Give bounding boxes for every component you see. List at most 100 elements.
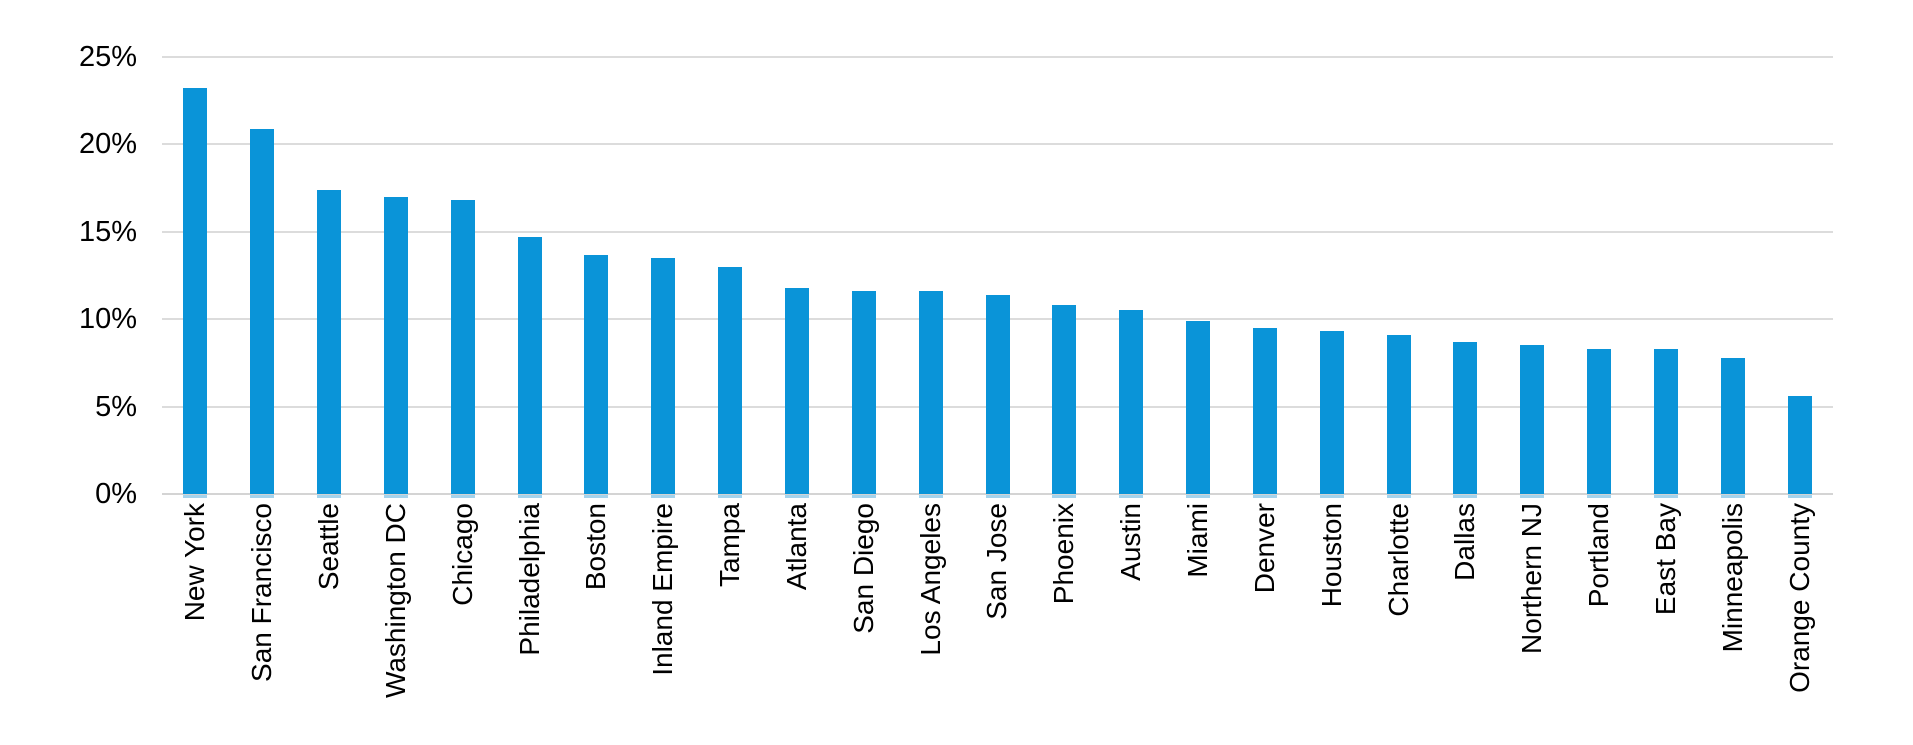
bar — [317, 189, 342, 494]
bar — [183, 88, 208, 494]
bar — [1787, 396, 1812, 494]
x-tick-cell: Miami — [1165, 503, 1232, 723]
bar — [718, 266, 743, 494]
x-tick-cell: San Diego — [830, 503, 897, 723]
x-tick-label: Austin — [1115, 503, 1147, 581]
x-tick-label: Orange County — [1783, 503, 1815, 693]
x-tick-label: Chicago — [446, 503, 478, 606]
bar-base-stub — [1787, 495, 1812, 498]
bar-base-stub — [1319, 495, 1344, 498]
bar-base-stub — [651, 495, 676, 498]
x-tick-cell: Seattle — [296, 503, 363, 723]
bar — [1186, 320, 1211, 494]
bar-base-stub — [1587, 495, 1612, 498]
bar — [851, 291, 876, 494]
x-tick-cell: Inland Empire — [630, 503, 697, 723]
bar — [450, 200, 475, 494]
x-tick-cell: Philadelphia — [496, 503, 563, 723]
x-tick-label: Tampa — [714, 503, 746, 588]
plot-area — [162, 56, 1833, 498]
x-tick-cell: Houston — [1298, 503, 1365, 723]
bar — [250, 128, 275, 494]
x-tick-cell: Los Angeles — [897, 503, 964, 723]
x-tick-cell: Tampa — [697, 503, 764, 723]
bar-base-stub — [1720, 495, 1745, 498]
x-tick-cell: East Bay — [1632, 503, 1699, 723]
x-tick-cell: New York — [162, 503, 229, 723]
x-tick-label: Los Angeles — [914, 503, 946, 656]
x-tick-cell: Denver — [1231, 503, 1298, 723]
x-tick-label: Inland Empire — [647, 503, 679, 676]
x-tick-label: Charlotte — [1382, 503, 1414, 617]
bar-base-stub — [1520, 495, 1545, 498]
bar-base-stub — [918, 495, 943, 498]
x-axis: New York San Francisco Seattle Washington D… — [162, 503, 1833, 723]
x-tick-cell: Chicago — [429, 503, 496, 723]
y-tick-label: 10% — [78, 303, 137, 336]
x-tick-label: Northern NJ — [1516, 503, 1548, 654]
x-tick-label: Houston — [1315, 503, 1347, 608]
gridline — [162, 143, 1833, 146]
bar — [985, 294, 1010, 494]
y-tick-label: 25% — [78, 41, 137, 73]
bar — [918, 291, 943, 494]
bar — [1587, 348, 1612, 494]
x-tick-label: New York — [179, 503, 211, 622]
y-tick-label: 15% — [78, 215, 137, 248]
bar-base-stub — [1052, 495, 1077, 498]
bar — [651, 258, 676, 494]
bar-base-stub — [784, 495, 809, 498]
x-tick-label: Boston — [580, 503, 612, 591]
x-tick-cell: Boston — [563, 503, 630, 723]
bar — [1720, 357, 1745, 494]
x-tick-cell: Minneapolis — [1699, 503, 1766, 723]
bar — [1319, 331, 1344, 494]
bar-base-stub — [317, 495, 342, 498]
bar-base-stub — [1653, 495, 1678, 498]
x-tick-label: Phoenix — [1048, 503, 1080, 605]
x-tick-label: San Diego — [847, 503, 879, 634]
x-tick-cell: Charlotte — [1365, 503, 1432, 723]
bar-base-stub — [851, 495, 876, 498]
x-tick-cell: Austin — [1098, 503, 1165, 723]
bar — [584, 254, 609, 494]
x-tick-label: San Jose — [981, 503, 1013, 620]
gridline — [162, 56, 1833, 58]
bar-base-stub — [383, 495, 408, 498]
bar-base-stub — [1252, 495, 1277, 498]
x-tick-label: East Bay — [1649, 503, 1681, 616]
bar-base-stub — [584, 495, 609, 498]
x-tick-cell: San Francisco — [229, 503, 296, 723]
x-tick-cell: Portland — [1566, 503, 1633, 723]
x-tick-label: Portland — [1583, 503, 1615, 608]
gridline — [162, 230, 1833, 233]
bar-base-stub — [1453, 495, 1478, 498]
bar-base-stub — [250, 495, 275, 498]
x-axis-baseline — [162, 493, 1833, 495]
x-tick-label: Denver — [1248, 503, 1280, 594]
x-tick-label: Washington DC — [379, 503, 411, 699]
bar-base-stub — [718, 495, 743, 498]
x-tick-label: Minneapolis — [1716, 503, 1748, 653]
x-tick-cell: Atlanta — [764, 503, 831, 723]
bar-base-stub — [1386, 495, 1411, 498]
x-tick-cell: Orange County — [1766, 503, 1833, 723]
x-tick-label: Dallas — [1449, 503, 1481, 581]
bar-base-stub — [1119, 495, 1144, 498]
x-tick-label: Seattle — [313, 503, 345, 591]
x-tick-label: Miami — [1182, 503, 1213, 578]
bar — [517, 237, 542, 494]
x-tick-cell: San Jose — [964, 503, 1031, 723]
bar — [383, 196, 408, 494]
y-tick-label: 5% — [95, 390, 137, 423]
bar — [1453, 341, 1478, 494]
bar-base-stub — [450, 495, 475, 498]
bar-base-stub — [1186, 495, 1211, 498]
bar — [784, 287, 809, 494]
bar-base-stub — [517, 495, 542, 498]
x-tick-label: Atlanta — [780, 503, 812, 591]
bar — [1653, 348, 1678, 494]
bar — [1520, 345, 1545, 494]
y-tick-label: 0% — [95, 478, 137, 510]
